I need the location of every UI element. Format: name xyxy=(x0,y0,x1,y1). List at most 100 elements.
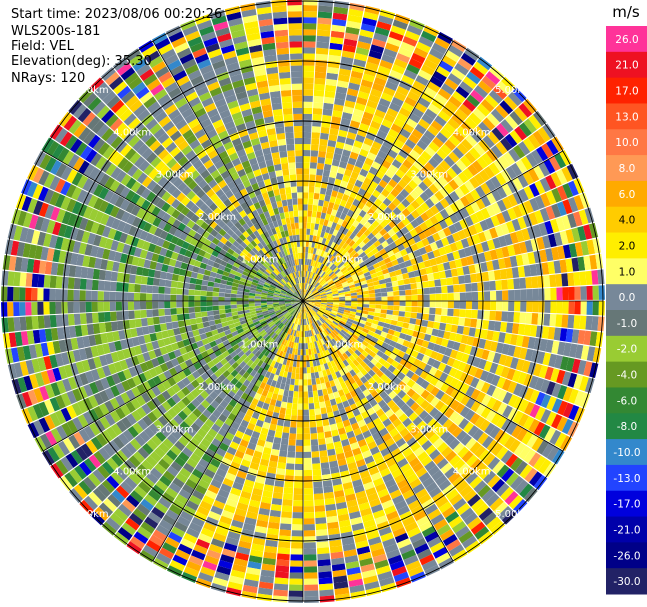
ppi-gate xyxy=(447,285,454,293)
ppi-gate xyxy=(425,383,435,393)
ppi-gate xyxy=(335,231,342,239)
ppi-gate xyxy=(286,327,291,335)
ppi-gate xyxy=(469,245,478,255)
ppi-gate xyxy=(577,330,586,345)
ppi-gate xyxy=(585,315,593,331)
ppi-gate xyxy=(216,565,232,576)
ppi-gate xyxy=(168,504,183,516)
ppi-gate xyxy=(174,456,186,468)
ppi-gate xyxy=(49,288,56,301)
ppi-gate xyxy=(310,317,314,324)
ppi-gate xyxy=(405,289,412,296)
ppi-gate xyxy=(273,354,279,362)
ppi-gate xyxy=(333,236,339,244)
ppi-gate xyxy=(311,253,316,261)
ppi-gate xyxy=(310,222,315,230)
ppi-gate xyxy=(85,290,92,301)
ppi-gate xyxy=(427,125,440,137)
ppi-gate xyxy=(308,271,311,278)
ppi-gate xyxy=(368,311,375,316)
ppi-gate xyxy=(435,379,445,390)
ppi-gate xyxy=(369,412,379,422)
ppi-gate xyxy=(360,117,372,126)
ppi-gate xyxy=(304,270,307,277)
ppi-gate xyxy=(453,369,464,380)
ppi-gate xyxy=(471,291,479,301)
ppi-gate xyxy=(545,248,554,262)
ppi-gate xyxy=(285,334,291,341)
ppi-gate xyxy=(346,566,361,576)
ppi-gate xyxy=(568,243,578,258)
ppi-gate xyxy=(429,307,436,315)
ppi-gate xyxy=(346,364,353,372)
ppi-gate xyxy=(205,489,218,500)
ppi-gate xyxy=(353,427,362,437)
ppi-gate xyxy=(303,385,308,392)
ppi-gate xyxy=(227,390,236,399)
ppi-gate xyxy=(326,260,332,267)
ppi-gate xyxy=(375,386,384,395)
ppi-gate xyxy=(577,225,587,241)
ppi-gate xyxy=(324,430,332,439)
ppi-gate xyxy=(474,85,489,99)
ppi-gate xyxy=(222,378,231,387)
ppi-gate xyxy=(459,292,467,301)
ppi-gate xyxy=(221,408,231,418)
ppi-gate xyxy=(349,389,358,398)
ppi-gate xyxy=(495,141,508,155)
ppi-gate xyxy=(397,505,410,516)
ppi-gate xyxy=(320,212,327,220)
ppi-gate xyxy=(477,80,493,94)
ppi-gate xyxy=(25,287,32,301)
ppi-gate xyxy=(591,316,599,331)
ppi-gate xyxy=(505,472,519,487)
ppi-gate xyxy=(401,143,413,154)
ppi-gate xyxy=(556,287,563,300)
ppi-gate xyxy=(423,414,434,425)
ppi-gate xyxy=(434,314,442,323)
ppi-gate xyxy=(324,356,331,363)
ppi-gate xyxy=(449,454,462,467)
ppi-gate xyxy=(508,91,523,107)
ppi-gate xyxy=(485,217,495,229)
ppi-gate xyxy=(375,207,384,216)
ppi-gate xyxy=(331,24,346,33)
ppi-gate xyxy=(146,317,154,326)
ppi-gate xyxy=(312,390,319,398)
ppi-gate xyxy=(240,459,251,468)
ppi-gate xyxy=(382,432,392,442)
ppi-gate xyxy=(253,364,261,372)
ppi-gate xyxy=(318,277,324,283)
ppi-gate xyxy=(458,418,470,430)
ppi-gate xyxy=(307,265,311,272)
ppi-gate xyxy=(289,347,293,355)
ppi-gate xyxy=(505,453,518,468)
ppi-gate xyxy=(370,88,383,98)
ppi-gate xyxy=(415,195,425,206)
ppi-gate xyxy=(454,62,469,76)
ppi-gate xyxy=(509,111,523,126)
ppi-gate xyxy=(236,470,248,480)
ppi-gate xyxy=(355,458,366,468)
ppi-gate xyxy=(152,529,168,542)
ppi-gate xyxy=(403,468,415,479)
ppi-gate xyxy=(305,270,308,278)
ppi-gate xyxy=(495,104,509,119)
ppi-gate xyxy=(235,552,249,561)
ppi-gate xyxy=(200,311,208,318)
ppi-gate xyxy=(258,413,266,422)
ppi-gate xyxy=(510,357,519,370)
ppi-gate xyxy=(164,287,171,295)
ppi-gate xyxy=(206,301,213,307)
ppi-gate xyxy=(321,237,327,245)
ppi-gate xyxy=(411,301,418,307)
ppi-gate xyxy=(452,341,461,351)
ppi-gate xyxy=(486,330,494,341)
ppi-gate xyxy=(308,278,312,285)
ppi-gate xyxy=(406,329,414,337)
ppi-gate xyxy=(325,320,332,326)
ppi-gate xyxy=(304,306,307,313)
ppi-gate xyxy=(420,166,431,177)
ppi-gate xyxy=(312,335,317,342)
ppi-gate xyxy=(471,282,478,292)
